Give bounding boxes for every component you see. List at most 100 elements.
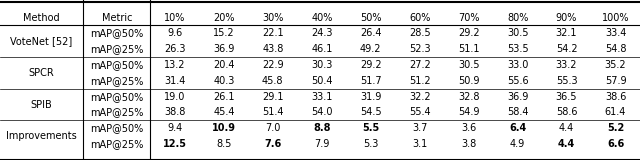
- Text: 32.2: 32.2: [409, 92, 431, 102]
- Text: 46.1: 46.1: [311, 44, 332, 54]
- Text: 40%: 40%: [311, 12, 332, 23]
- Text: 49.2: 49.2: [360, 44, 381, 54]
- Text: 54.9: 54.9: [458, 108, 479, 117]
- Text: 12.5: 12.5: [163, 139, 187, 149]
- Text: 51.7: 51.7: [360, 76, 381, 86]
- Text: 51.1: 51.1: [458, 44, 479, 54]
- Text: 36.9: 36.9: [213, 44, 234, 54]
- Text: 36.9: 36.9: [507, 92, 528, 102]
- Text: 10%: 10%: [164, 12, 186, 23]
- Text: 27.2: 27.2: [409, 60, 431, 70]
- Text: 45.8: 45.8: [262, 76, 284, 86]
- Text: mAP@25%: mAP@25%: [90, 44, 143, 54]
- Text: 58.6: 58.6: [556, 108, 577, 117]
- Text: 19.0: 19.0: [164, 92, 186, 102]
- Text: 28.5: 28.5: [409, 28, 431, 38]
- Text: 15.2: 15.2: [213, 28, 235, 38]
- Text: 24.3: 24.3: [311, 28, 333, 38]
- Text: 54.8: 54.8: [605, 44, 627, 54]
- Text: 90%: 90%: [556, 12, 577, 23]
- Text: 10.9: 10.9: [212, 123, 236, 133]
- Text: 51.2: 51.2: [409, 76, 431, 86]
- Text: 54.5: 54.5: [360, 108, 381, 117]
- Text: 54.2: 54.2: [556, 44, 577, 54]
- Text: 54.0: 54.0: [311, 108, 333, 117]
- Text: 31.4: 31.4: [164, 76, 186, 86]
- Text: 6.6: 6.6: [607, 139, 624, 149]
- Text: 29.2: 29.2: [458, 28, 479, 38]
- Text: 35.2: 35.2: [605, 60, 627, 70]
- Text: mAP@50%: mAP@50%: [90, 28, 143, 38]
- Text: 38.8: 38.8: [164, 108, 186, 117]
- Text: mAP@25%: mAP@25%: [90, 139, 143, 149]
- Text: 36.5: 36.5: [556, 92, 577, 102]
- Text: 80%: 80%: [507, 12, 528, 23]
- Text: mAP@50%: mAP@50%: [90, 60, 143, 70]
- Text: 32.8: 32.8: [458, 92, 479, 102]
- Text: 7.0: 7.0: [265, 123, 280, 133]
- Text: 70%: 70%: [458, 12, 479, 23]
- Text: 26.4: 26.4: [360, 28, 381, 38]
- Text: 9.4: 9.4: [167, 123, 182, 133]
- Text: 43.8: 43.8: [262, 44, 284, 54]
- Text: 29.1: 29.1: [262, 92, 284, 102]
- Text: 13.2: 13.2: [164, 60, 186, 70]
- Text: 3.8: 3.8: [461, 139, 476, 149]
- Text: 33.2: 33.2: [556, 60, 577, 70]
- Text: 33.1: 33.1: [311, 92, 332, 102]
- Text: 57.9: 57.9: [605, 76, 627, 86]
- Text: 7.6: 7.6: [264, 139, 282, 149]
- Text: mAP@25%: mAP@25%: [90, 76, 143, 86]
- Text: 5.2: 5.2: [607, 123, 624, 133]
- Text: 50%: 50%: [360, 12, 381, 23]
- Text: 60%: 60%: [409, 12, 430, 23]
- Text: SPIB: SPIB: [31, 100, 52, 110]
- Text: 33.0: 33.0: [507, 60, 528, 70]
- Text: 30.5: 30.5: [507, 28, 529, 38]
- Text: 31.9: 31.9: [360, 92, 381, 102]
- Text: 40.3: 40.3: [213, 76, 234, 86]
- Text: 4.4: 4.4: [558, 139, 575, 149]
- Text: 22.1: 22.1: [262, 28, 284, 38]
- Text: Metric: Metric: [102, 12, 132, 23]
- Text: 29.2: 29.2: [360, 60, 381, 70]
- Text: mAP@25%: mAP@25%: [90, 108, 143, 117]
- Text: 100%: 100%: [602, 12, 629, 23]
- Text: Improvements: Improvements: [6, 131, 77, 141]
- Text: 20%: 20%: [213, 12, 235, 23]
- Text: 26.3: 26.3: [164, 44, 186, 54]
- Text: 3.6: 3.6: [461, 123, 476, 133]
- Text: 4.9: 4.9: [510, 139, 525, 149]
- Text: 6.4: 6.4: [509, 123, 526, 133]
- Text: 26.1: 26.1: [213, 92, 235, 102]
- Text: 30.5: 30.5: [458, 60, 479, 70]
- Text: 3.1: 3.1: [412, 139, 428, 149]
- Text: 50.9: 50.9: [458, 76, 479, 86]
- Text: 38.6: 38.6: [605, 92, 626, 102]
- Text: 51.4: 51.4: [262, 108, 284, 117]
- Text: 5.5: 5.5: [362, 123, 380, 133]
- Text: 30.3: 30.3: [311, 60, 332, 70]
- Text: 30%: 30%: [262, 12, 284, 23]
- Text: 20.4: 20.4: [213, 60, 235, 70]
- Text: 58.4: 58.4: [507, 108, 529, 117]
- Text: 32.1: 32.1: [556, 28, 577, 38]
- Text: 61.4: 61.4: [605, 108, 626, 117]
- Text: 8.8: 8.8: [313, 123, 330, 133]
- Text: SPCR: SPCR: [29, 68, 54, 78]
- Text: 4.4: 4.4: [559, 123, 574, 133]
- Text: VoteNet [52]: VoteNet [52]: [10, 36, 73, 46]
- Text: 9.6: 9.6: [167, 28, 182, 38]
- Text: 52.3: 52.3: [409, 44, 431, 54]
- Text: 45.4: 45.4: [213, 108, 235, 117]
- Text: 55.3: 55.3: [556, 76, 577, 86]
- Text: 33.4: 33.4: [605, 28, 626, 38]
- Text: 55.6: 55.6: [507, 76, 529, 86]
- Text: 22.9: 22.9: [262, 60, 284, 70]
- Text: mAP@50%: mAP@50%: [90, 123, 143, 133]
- Text: 55.4: 55.4: [409, 108, 431, 117]
- Text: 50.4: 50.4: [311, 76, 333, 86]
- Text: 53.5: 53.5: [507, 44, 529, 54]
- Text: Method: Method: [23, 12, 60, 23]
- Text: 3.7: 3.7: [412, 123, 428, 133]
